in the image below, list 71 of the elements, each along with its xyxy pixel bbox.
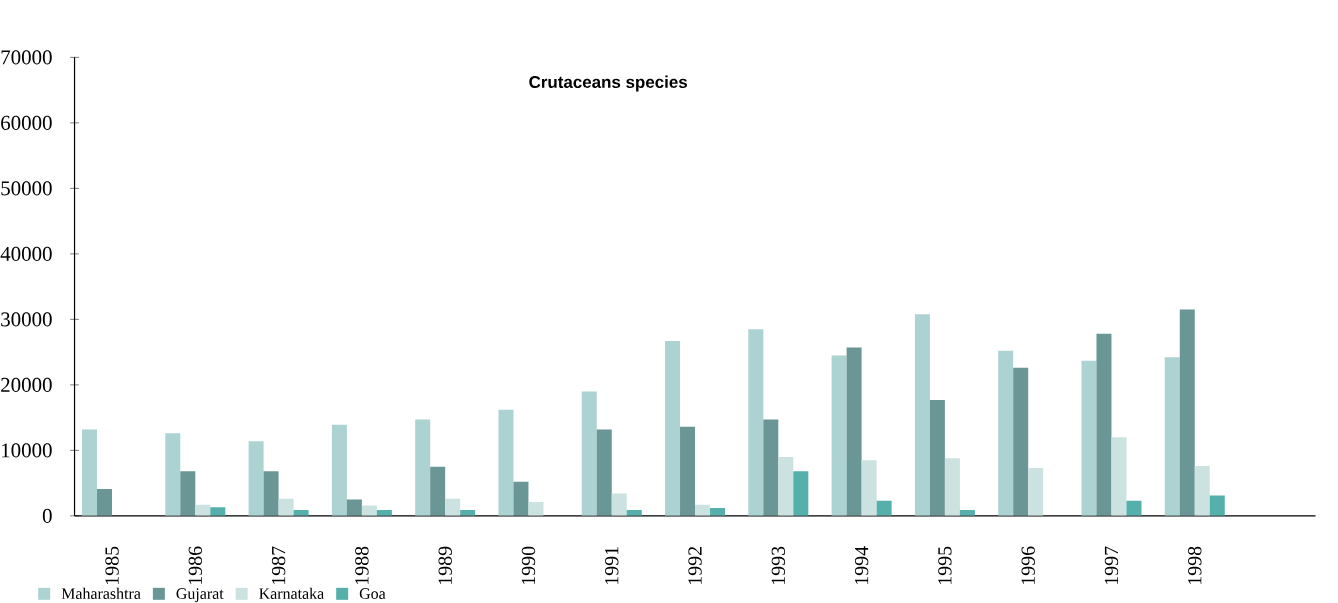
bar <box>331 424 347 516</box>
bar <box>528 502 544 516</box>
bar <box>778 456 794 516</box>
x-tick-label: 1992 <box>688 546 702 584</box>
bar <box>1081 360 1097 516</box>
x-tick-label: 1989 <box>438 546 452 584</box>
bar <box>944 458 960 516</box>
x-tick-label: 1994 <box>854 546 869 584</box>
legend-label: Karnataka <box>259 587 324 599</box>
x-tick-label: 1993 <box>771 546 786 584</box>
bar <box>596 429 612 516</box>
bar <box>748 329 764 516</box>
y-tick-label: 50000 <box>1 181 52 196</box>
bar <box>861 460 877 516</box>
bar <box>581 391 597 516</box>
text: Crutaceans species <box>529 75 687 92</box>
bar <box>415 419 431 516</box>
y-tick-label: 70000 <box>1 50 52 65</box>
bar <box>498 409 514 516</box>
x-tick-label: 1997 <box>1104 546 1119 584</box>
x-tick-label: 1988 <box>355 546 369 584</box>
bar <box>763 419 779 516</box>
x-tick-label: 1991 <box>605 547 619 584</box>
bar <box>445 498 461 516</box>
bar <box>180 471 196 516</box>
bar <box>665 340 681 516</box>
bar <box>1096 333 1112 516</box>
y-tick-label: 20000 <box>1 377 52 392</box>
bar <box>1111 437 1127 516</box>
bar <box>1209 495 1225 516</box>
y-tick-label: 30000 <box>1 312 52 327</box>
bar <box>680 426 696 516</box>
bar <box>611 493 627 516</box>
x-tick-label: 1995 <box>938 546 952 584</box>
x-tick-label: 1987 <box>271 546 286 584</box>
bar <box>1164 357 1180 516</box>
bar <box>430 466 446 516</box>
bar <box>361 505 377 516</box>
legend-label: Gujarat <box>176 588 224 603</box>
bar <box>278 498 294 516</box>
bar <box>263 471 279 516</box>
bar <box>1126 500 1142 516</box>
bar <box>97 489 113 516</box>
bar <box>1013 367 1029 516</box>
bar <box>346 499 362 516</box>
bar <box>1179 309 1195 516</box>
bar <box>1028 468 1044 516</box>
y-tick-label: 40000 <box>0 246 52 261</box>
bar <box>876 500 892 516</box>
legend-label: Goa <box>359 588 386 599</box>
bar <box>695 504 711 516</box>
x-tick-label: 1998 <box>1188 546 1202 584</box>
legend-label: Maharashtra <box>61 587 141 599</box>
y-tick-label: 10000 <box>2 443 52 458</box>
bar <box>846 347 862 516</box>
y-tick-label: 60000 <box>1 115 52 130</box>
x-tick-label: 1996 <box>1021 546 1035 584</box>
bar <box>914 314 930 516</box>
x-tick-label: 1985 <box>105 546 119 584</box>
bar <box>1194 466 1210 516</box>
x-tick-label: 1986 <box>188 546 203 584</box>
bar <box>793 471 809 516</box>
bar <box>998 350 1014 516</box>
bar <box>82 429 98 516</box>
y-tick-label: 0 <box>42 508 52 523</box>
bar <box>165 433 181 516</box>
bar <box>513 481 529 516</box>
x-tick-label: 1990 <box>521 546 536 584</box>
bar <box>831 355 847 516</box>
bar <box>929 399 945 516</box>
bar <box>248 441 264 516</box>
